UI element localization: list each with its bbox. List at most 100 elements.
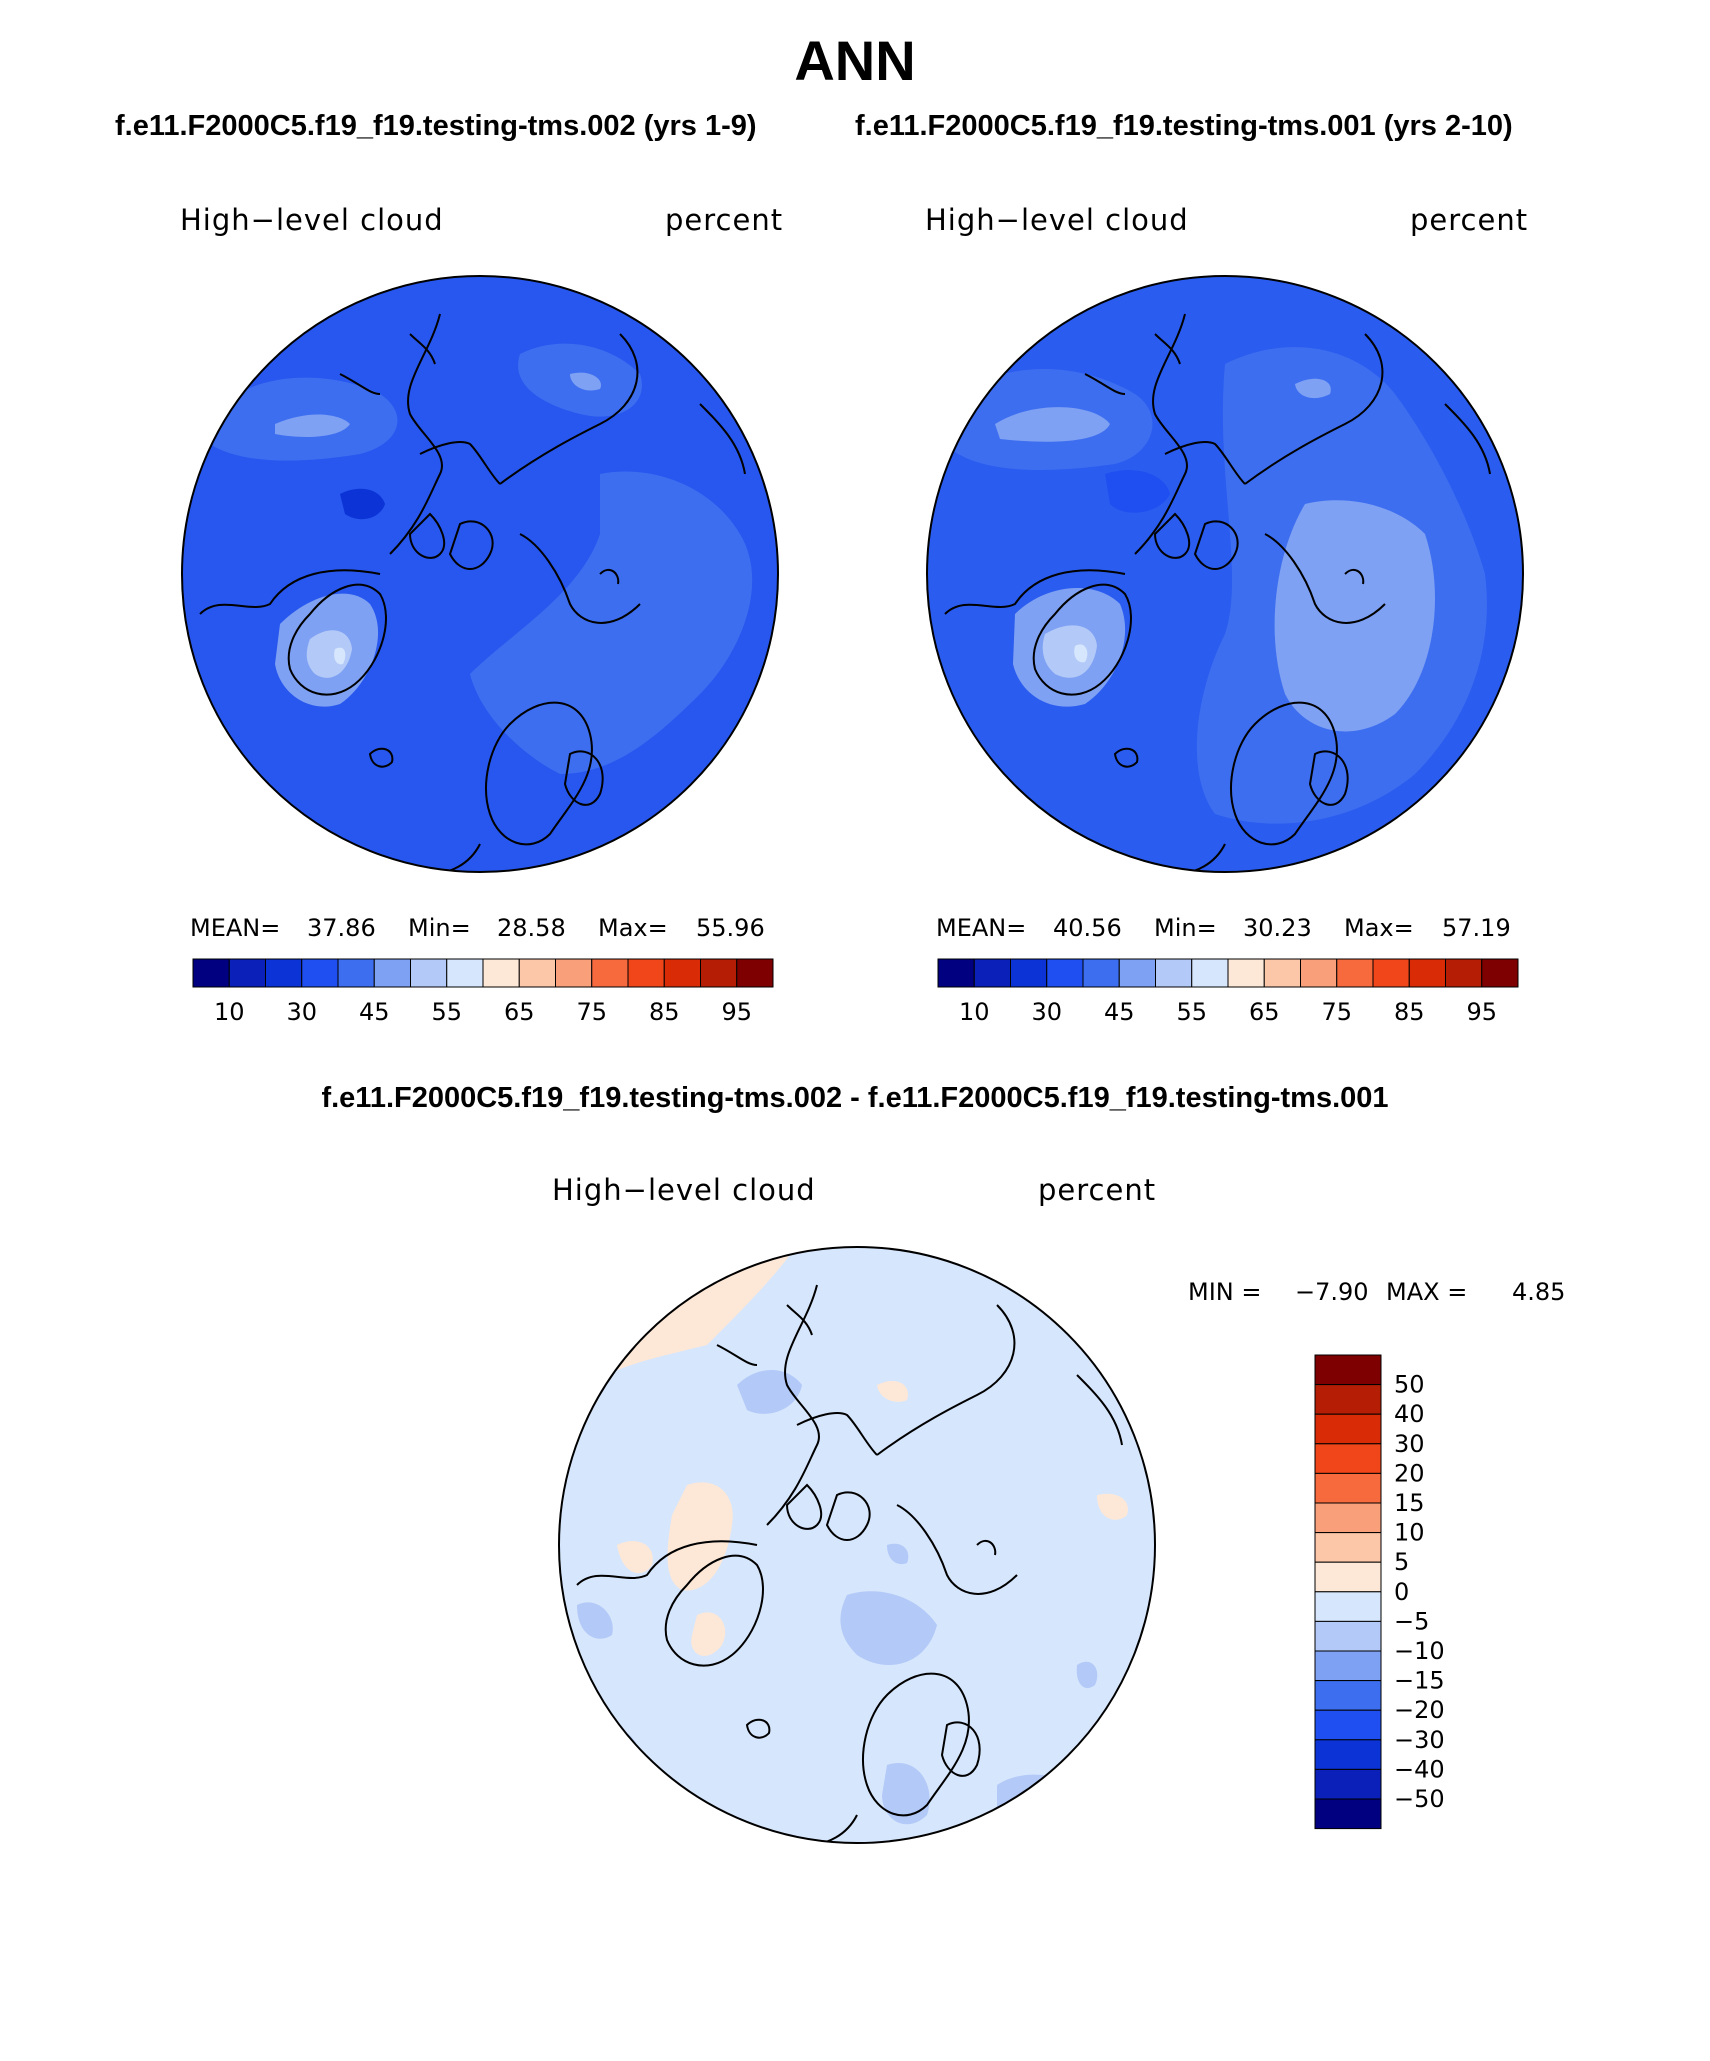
colorbar-left-tick-label: 75	[576, 998, 607, 1026]
colorbar-left-tick-label: 30	[286, 998, 317, 1026]
colorbar-right-tick-label: 45	[1104, 998, 1135, 1026]
colorbar-left-tick-label: 65	[504, 998, 535, 1026]
colorbar-left-swatch	[663, 958, 701, 988]
colorbar-difference-swatch	[1314, 1739, 1382, 1770]
colorbar-left-swatch	[373, 958, 411, 988]
colorbar-left-swatch	[736, 958, 774, 988]
colorbar-right-swatch	[1372, 958, 1410, 988]
colorbar-difference-tick-label: 30	[1394, 1430, 1425, 1458]
diff-min-label: MIN =	[1188, 1278, 1262, 1306]
colorbar-right-swatch	[1300, 958, 1338, 988]
colorbar-left-swatch	[700, 958, 738, 988]
colorbar-difference-swatch	[1314, 1502, 1382, 1534]
colorbar-right-swatch	[1263, 958, 1301, 988]
colorbar-right-swatch	[1408, 958, 1446, 988]
diff-min-value: −7.90	[1295, 1278, 1369, 1306]
colorbar-left-tick-label: 85	[649, 998, 680, 1026]
colorbar-left-swatch	[591, 958, 629, 988]
colorbar-difference-swatch	[1314, 1532, 1382, 1563]
colorbar-left-swatch	[555, 958, 593, 988]
case-title-right: f.e11.F2000C5.f19_f19.testing-tms.001 (y…	[855, 110, 1513, 142]
colorbar-right-swatch	[1118, 958, 1156, 988]
colorbar-right-swatch	[1155, 958, 1193, 988]
colorbar-difference-tick-label: −5	[1394, 1607, 1429, 1635]
colorbar-left-tick-label: 95	[721, 998, 752, 1026]
colorbar-right-swatch	[937, 958, 975, 988]
panel-left-max-value: 55.96	[696, 914, 765, 942]
diff-panel-variable: High−level cloud	[552, 1173, 816, 1207]
colorbar-left-swatch	[265, 958, 303, 988]
panel-left-variable: High−level cloud	[180, 203, 444, 237]
colorbar-difference-tick-label: 20	[1394, 1459, 1425, 1487]
colorbar-right-tick-label: 85	[1394, 998, 1425, 1026]
panel-left-units: percent	[665, 203, 784, 237]
panel-right-mean-value: 40.56	[1053, 914, 1122, 942]
colorbar-right-tick-label: 95	[1466, 998, 1497, 1026]
polar-map-right	[926, 275, 1524, 873]
panel-right-variable: High−level cloud	[925, 203, 1189, 237]
colorbar-difference-swatch	[1314, 1709, 1382, 1741]
colorbar-left-tick-label: 10	[214, 998, 245, 1026]
diff-max-value: 4.85	[1512, 1278, 1566, 1306]
colorbar-right: 10 30 45 55 65 75 85 95	[937, 958, 1519, 1026]
colorbar-left-swatch	[518, 958, 556, 988]
colorbar-difference-swatch	[1314, 1620, 1382, 1652]
colorbar-difference-swatch	[1314, 1798, 1382, 1830]
colorbar-right-swatch	[1191, 958, 1229, 988]
colorbar-left-swatch	[337, 958, 375, 988]
panel-right-mean-label: MEAN=	[936, 914, 1027, 942]
colorbar-right-swatch	[1227, 958, 1265, 988]
colorbar-difference-swatch	[1314, 1472, 1382, 1504]
panel-right-min-label: Min=	[1154, 914, 1217, 942]
colorbar-difference-tick-label: −15	[1394, 1667, 1445, 1695]
colorbar-right-tick-label: 55	[1176, 998, 1207, 1026]
colorbar-difference-tick-label: −10	[1394, 1637, 1445, 1665]
colorbar-left-swatch	[482, 958, 520, 988]
colorbar-right-swatch	[1082, 958, 1120, 988]
panel-right-min-value: 30.23	[1243, 914, 1312, 942]
difference-title: f.e11.F2000C5.f19_f19.testing-tms.002 - …	[321, 1082, 1389, 1114]
colorbar-left-tick-label: 55	[431, 998, 462, 1026]
colorbar-difference-tick-label: 0	[1394, 1578, 1409, 1606]
panel-left-max-label: Max=	[598, 914, 668, 942]
colorbar-right-tick-label: 30	[1031, 998, 1062, 1026]
colorbar-right-tick-label: 10	[959, 998, 990, 1026]
colorbar-right-swatch	[1481, 958, 1519, 988]
polar-map-difference	[558, 1246, 1156, 1844]
colorbar-left-swatch	[627, 958, 665, 988]
colorbar-difference-swatch	[1314, 1443, 1382, 1474]
colorbar-left-swatch	[301, 958, 339, 988]
colorbar-left-tick-label: 45	[359, 998, 390, 1026]
polar-map-left	[181, 275, 779, 873]
diff-max-label: MAX =	[1386, 1278, 1468, 1306]
colorbar-difference-tick-label: 5	[1394, 1548, 1409, 1576]
panel-left-mean-label: MEAN=	[190, 914, 281, 942]
colorbar-difference-swatch	[1314, 1354, 1382, 1386]
colorbar-left-swatch	[228, 958, 266, 988]
colorbar-right-swatch	[1336, 958, 1374, 988]
colorbar-difference-tick-label: 15	[1394, 1489, 1425, 1517]
panel-left-min-label: Min=	[408, 914, 471, 942]
colorbar-difference-tick-label: 40	[1394, 1400, 1425, 1428]
panel-left-mean-value: 37.86	[307, 914, 376, 942]
panel-right-max-value: 57.19	[1442, 914, 1511, 942]
colorbar-difference-swatch	[1314, 1561, 1382, 1593]
colorbar-difference-swatch	[1314, 1768, 1382, 1800]
colorbar-right-swatch	[1445, 958, 1483, 988]
colorbar-left-swatch	[410, 958, 448, 988]
colorbar-left: 10 30 45 55 65 75 85 95	[192, 958, 774, 1026]
colorbar-difference-tick-label: 10	[1394, 1519, 1425, 1547]
colorbar-right-swatch	[1046, 958, 1084, 988]
colorbar-difference-tick-label: −30	[1394, 1726, 1445, 1754]
panel-right-max-label: Max=	[1344, 914, 1414, 942]
colorbar-difference-swatch	[1314, 1650, 1382, 1682]
colorbar-difference-tick-label: −50	[1394, 1785, 1445, 1813]
colorbar-right-swatch	[973, 958, 1011, 988]
colorbar-difference-tick-label: −20	[1394, 1696, 1445, 1724]
colorbar-right-tick-label: 75	[1321, 998, 1352, 1026]
colorbar-right-swatch	[1010, 958, 1048, 988]
colorbar-difference-tick-label: 50	[1394, 1371, 1425, 1399]
colorbar-left-swatch	[192, 958, 230, 988]
colorbar-difference-swatch	[1314, 1591, 1382, 1622]
